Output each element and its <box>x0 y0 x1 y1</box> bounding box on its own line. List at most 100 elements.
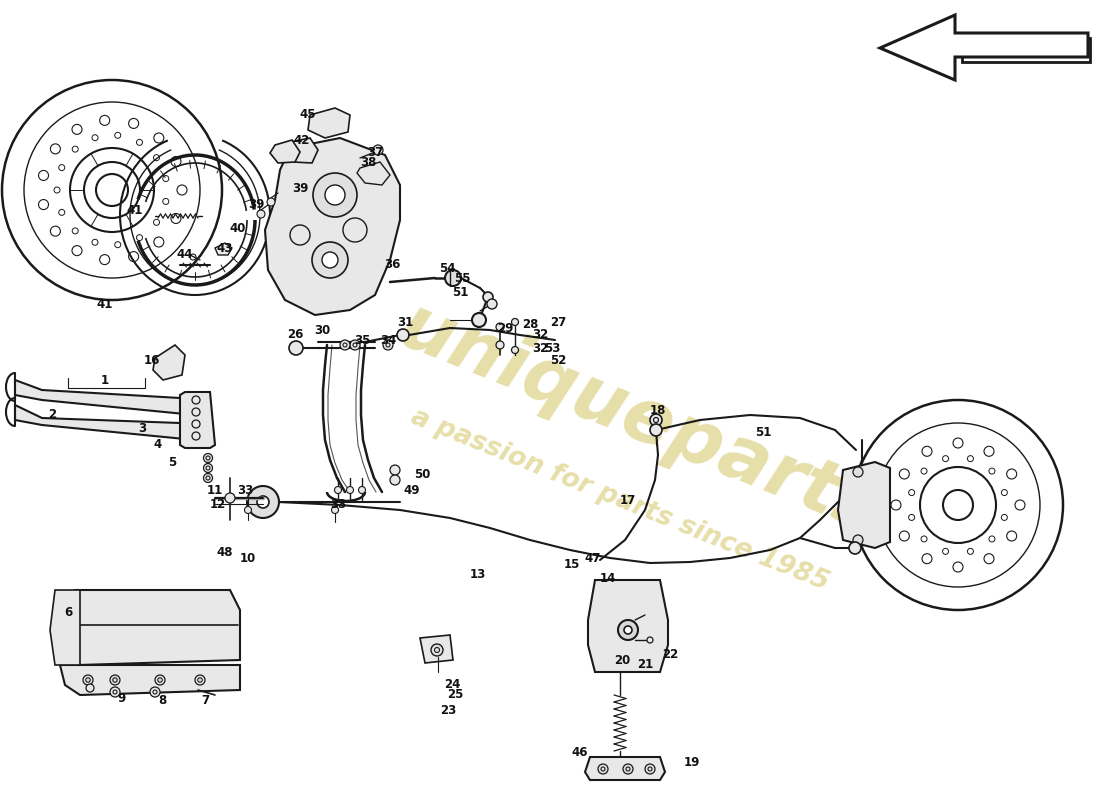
Text: 39: 39 <box>248 198 264 211</box>
Circle shape <box>598 764 608 774</box>
Text: 52: 52 <box>550 354 566 366</box>
Circle shape <box>244 506 252 514</box>
Text: 44: 44 <box>177 249 194 262</box>
Text: 48: 48 <box>217 546 233 558</box>
Polygon shape <box>50 590 80 665</box>
Text: 10: 10 <box>240 551 256 565</box>
Text: 46: 46 <box>572 746 588 758</box>
Circle shape <box>852 535 864 545</box>
Text: 25: 25 <box>447 689 463 702</box>
Circle shape <box>195 675 205 685</box>
Text: 7: 7 <box>201 694 209 706</box>
Circle shape <box>386 343 390 347</box>
Text: 21: 21 <box>637 658 653 671</box>
Circle shape <box>86 684 94 692</box>
Circle shape <box>624 626 632 634</box>
Polygon shape <box>270 140 300 163</box>
Circle shape <box>267 198 275 206</box>
Circle shape <box>390 475 400 485</box>
Circle shape <box>487 299 497 309</box>
Circle shape <box>650 424 662 436</box>
Circle shape <box>248 486 279 518</box>
Circle shape <box>257 496 270 508</box>
Circle shape <box>289 341 302 355</box>
Circle shape <box>343 218 367 242</box>
Text: 24: 24 <box>443 678 460 691</box>
Text: 47: 47 <box>585 551 602 565</box>
Circle shape <box>373 145 383 155</box>
Text: 16: 16 <box>144 354 161 366</box>
Circle shape <box>82 675 94 685</box>
Circle shape <box>645 764 654 774</box>
Circle shape <box>340 340 350 350</box>
Circle shape <box>314 173 358 217</box>
Circle shape <box>496 323 504 331</box>
Text: 23: 23 <box>440 703 456 717</box>
Text: 35: 35 <box>354 334 371 346</box>
Circle shape <box>226 493 235 503</box>
Circle shape <box>331 506 339 514</box>
Text: 42: 42 <box>294 134 310 146</box>
Text: 45: 45 <box>299 109 317 122</box>
Text: 43: 43 <box>217 242 233 254</box>
Circle shape <box>483 292 493 302</box>
Text: 17: 17 <box>620 494 636 506</box>
Circle shape <box>322 252 338 268</box>
Polygon shape <box>153 345 185 380</box>
Text: 27: 27 <box>550 315 566 329</box>
Circle shape <box>346 486 353 494</box>
Text: 41: 41 <box>126 203 143 217</box>
Circle shape <box>647 637 653 643</box>
Text: 33: 33 <box>330 498 346 511</box>
Circle shape <box>155 675 165 685</box>
Circle shape <box>446 270 461 286</box>
Circle shape <box>110 675 120 685</box>
Text: 4: 4 <box>154 438 162 451</box>
Circle shape <box>343 343 346 347</box>
Polygon shape <box>60 665 240 695</box>
Circle shape <box>852 467 864 477</box>
Text: 54: 54 <box>439 262 455 274</box>
Text: 11: 11 <box>207 483 223 497</box>
Polygon shape <box>880 15 1088 80</box>
Circle shape <box>350 340 360 350</box>
Circle shape <box>496 341 504 349</box>
Text: 1: 1 <box>101 374 109 386</box>
Text: 49: 49 <box>404 483 420 497</box>
Circle shape <box>359 486 365 494</box>
Text: 34: 34 <box>379 334 396 346</box>
Polygon shape <box>585 757 666 780</box>
Polygon shape <box>15 380 205 415</box>
Text: 13: 13 <box>470 569 486 582</box>
Text: 40: 40 <box>230 222 246 234</box>
Text: 51: 51 <box>452 286 469 298</box>
Circle shape <box>512 318 518 326</box>
Circle shape <box>290 225 310 245</box>
Polygon shape <box>180 392 214 448</box>
Circle shape <box>512 346 518 354</box>
Text: 31: 31 <box>397 315 414 329</box>
Circle shape <box>623 764 632 774</box>
Polygon shape <box>588 580 668 672</box>
Circle shape <box>849 542 861 554</box>
Circle shape <box>650 414 662 426</box>
Circle shape <box>257 210 265 218</box>
Text: 3: 3 <box>138 422 146 434</box>
Text: 38: 38 <box>360 157 376 170</box>
Text: 32: 32 <box>532 329 548 342</box>
Polygon shape <box>285 138 318 163</box>
Text: 41: 41 <box>97 298 113 311</box>
Text: 51: 51 <box>755 426 771 438</box>
Text: 26: 26 <box>287 329 304 342</box>
Circle shape <box>324 185 345 205</box>
Text: 2: 2 <box>48 409 56 422</box>
Text: uniqueparts: uniqueparts <box>388 290 891 550</box>
Circle shape <box>390 465 400 475</box>
Circle shape <box>192 420 200 428</box>
Text: 37: 37 <box>367 146 383 158</box>
Text: 30: 30 <box>314 323 330 337</box>
Circle shape <box>618 620 638 640</box>
Text: 8: 8 <box>158 694 166 706</box>
Text: 50: 50 <box>414 469 430 482</box>
Circle shape <box>110 687 120 697</box>
